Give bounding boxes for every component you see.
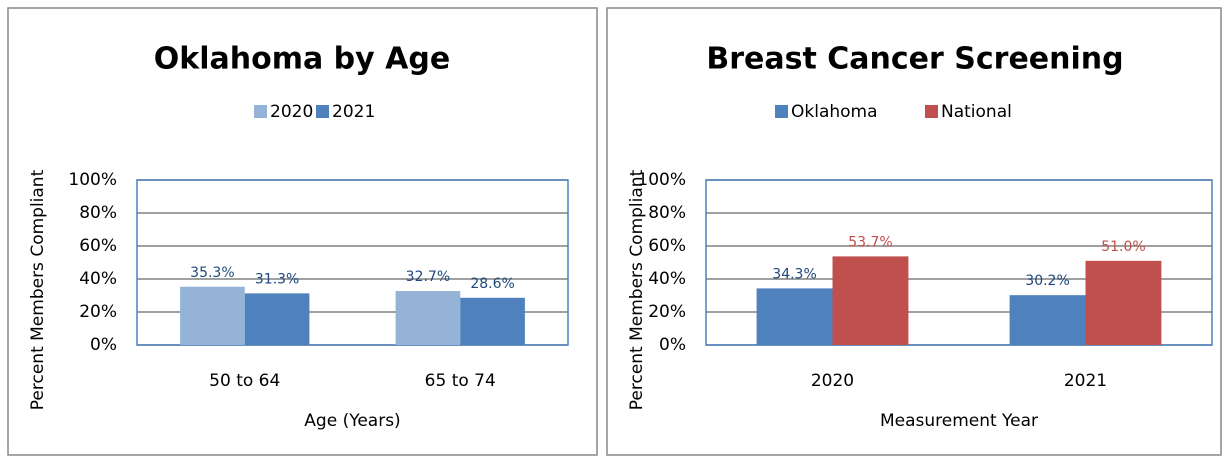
legend-label: National [941,102,1012,122]
x-tick-label: 65 to 74 [425,371,496,391]
value-label: 53.7% [848,234,892,250]
y-tick-label: 100% [68,170,117,190]
value-label: 51.0% [1101,239,1145,255]
y-tick-label: 40% [79,269,117,289]
bar [1009,295,1086,345]
x-tick-label: 2021 [1064,371,1107,391]
legend-label: 2021 [332,102,375,122]
legend-swatch [316,105,329,118]
y-tick-label: 20% [648,302,686,322]
x-axis-label: Age (Years) [304,411,400,431]
legend-swatch [775,105,788,118]
y-tick-label: 40% [648,269,686,289]
bar [756,288,833,345]
bar [244,293,310,345]
y-tick-label: 0% [90,335,117,355]
y-tick-label: 100% [637,170,686,190]
legend-swatch [925,105,938,118]
bar [832,256,909,345]
bar [460,297,525,345]
bar [180,286,245,345]
chart-title: Breast Cancer Screening [706,42,1123,77]
y-tick-label: 80% [79,203,117,223]
y-axis-label: Percent Members Compliant [28,169,48,410]
y-axis-label: Percent Members Compliant [627,169,647,410]
plot-border [136,179,569,346]
legend-label: Oklahoma [791,102,878,122]
bar [395,291,461,345]
y-tick-label: 60% [648,236,686,256]
y-tick-label: 80% [648,203,686,223]
bar [1085,260,1162,345]
y-tick-label: 0% [659,335,686,355]
value-label: 31.3% [255,271,299,287]
x-tick-label: 2020 [811,371,854,391]
value-label: 28.6% [470,276,514,292]
chart-title: Oklahoma by Age [154,42,450,77]
legend-label: 2020 [270,102,313,122]
panel [7,7,598,456]
panel [606,7,1222,456]
legend-swatch [254,105,267,118]
x-tick-label: 50 to 64 [209,371,280,391]
value-label: 35.3% [190,265,234,281]
y-tick-label: 60% [79,236,117,256]
x-axis-label: Measurement Year [880,411,1038,431]
value-label: 32.7% [406,269,450,285]
y-tick-label: 20% [79,302,117,322]
value-label: 34.3% [772,266,816,282]
value-label: 30.2% [1025,273,1069,289]
plot-border [705,179,1213,346]
